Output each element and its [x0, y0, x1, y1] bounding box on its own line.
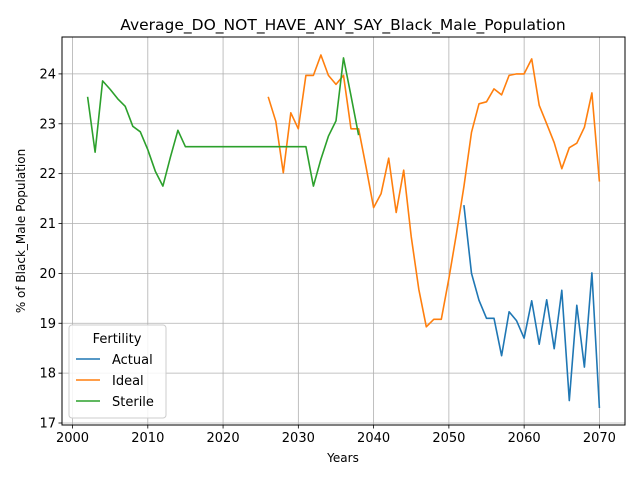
y-axis-label: % of Black_Male Population	[14, 149, 28, 313]
x-tick-label: 2040	[357, 431, 390, 446]
y-tick-label: 21	[39, 217, 56, 232]
y-tick-label: 19	[39, 317, 56, 332]
plot-frame	[61, 36, 626, 426]
series-lines	[86, 54, 601, 409]
grid-lines	[62, 37, 625, 425]
legend-label-sterile: Sterile	[112, 395, 154, 410]
y-tick-label: 24	[39, 67, 56, 82]
x-axis-ticks: 2000 2010 2020 2030 2040 2050 2060 2070	[56, 425, 616, 446]
legend-title: Fertility	[93, 332, 142, 347]
legend-box	[68, 324, 167, 419]
y-tick-label: 17	[39, 417, 56, 432]
y-axis-ticks: 17 18 19 20 21 22 23 24	[39, 67, 62, 432]
legend-label-actual: Actual	[112, 353, 153, 368]
series-line-actual	[463, 205, 601, 409]
legend-label-ideal: Ideal	[112, 374, 144, 389]
series-line-ideal	[267, 54, 601, 328]
y-tick-label: 22	[39, 167, 56, 182]
chart-title: Average_DO_NOT_HAVE_ANY_SAY_Black_Male_P…	[120, 16, 565, 35]
x-axis-label: Years	[326, 451, 359, 465]
x-tick-label: 2010	[131, 431, 164, 446]
y-tick-label: 23	[39, 117, 56, 132]
x-tick-label: 2060	[508, 431, 541, 446]
x-tick-label: 2050	[432, 431, 465, 446]
series-line-sterile	[86, 57, 360, 187]
x-tick-label: 2070	[583, 431, 616, 446]
x-tick-label: 2020	[207, 431, 240, 446]
y-tick-label: 18	[39, 367, 56, 382]
x-tick-label: 2030	[282, 431, 315, 446]
legend-items: Actual Ideal Sterile	[76, 353, 154, 410]
legend: Fertility Actual Ideal Sterile	[68, 324, 167, 419]
y-tick-label: 20	[39, 267, 56, 282]
x-tick-label: 2000	[56, 431, 89, 446]
